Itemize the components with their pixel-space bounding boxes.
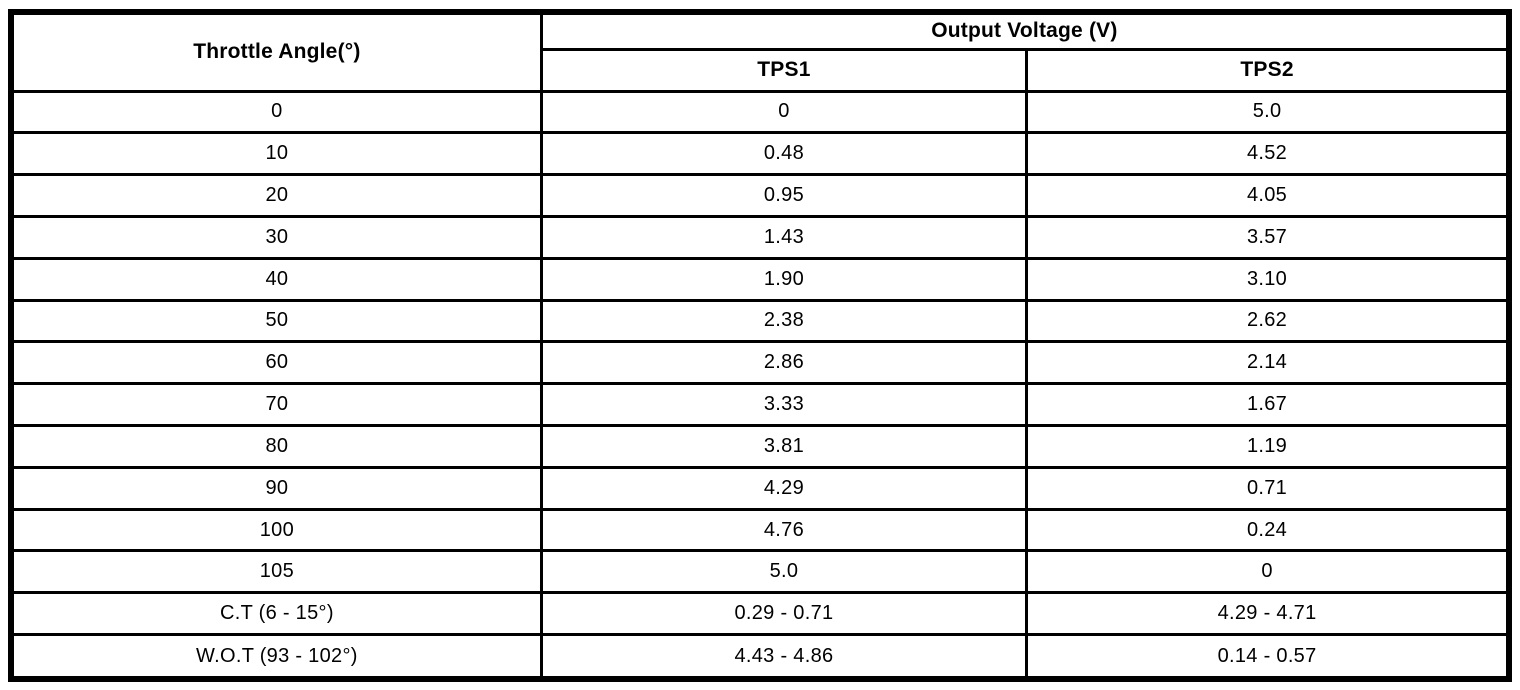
column-group-header-output-voltage: Output Voltage (V) xyxy=(539,10,1511,51)
throttle-angle-cell: 30 xyxy=(9,214,543,260)
table-row: 100 4.76 0.24 xyxy=(9,507,1511,553)
tps1-voltage-cell: 5.0 xyxy=(539,549,1029,595)
table-row: 30 1.43 3.57 xyxy=(9,214,1511,260)
table-row: 90 4.29 0.71 xyxy=(9,465,1511,511)
tps2-voltage-cell: 3.10 xyxy=(1025,256,1511,302)
tps1-voltage-cell: 2.38 xyxy=(539,298,1029,344)
throttle-angle-cell: 90 xyxy=(9,465,543,511)
tps2-voltage-cell: 1.67 xyxy=(1025,382,1511,427)
table-row: W.O.T (93 - 102°) 4.43 - 4.86 0.14 - 0.5… xyxy=(9,633,1511,681)
column-header-tps1: TPS1 xyxy=(539,47,1029,93)
throttle-angle-cell: 50 xyxy=(9,298,543,344)
table-row: 50 2.38 2.62 xyxy=(9,298,1511,344)
table-row: 40 1.90 3.10 xyxy=(9,256,1511,302)
tps2-voltage-cell: 4.29 - 4.71 xyxy=(1025,591,1511,637)
table-subheader-row: TPS1 TPS2 xyxy=(11,47,1511,93)
table-row: 105 5.0 0 xyxy=(9,549,1511,595)
table-row: 10 0.48 4.52 xyxy=(9,131,1511,177)
throttle-angle-cell: 10 xyxy=(9,131,543,177)
throttle-angle-cell: 70 xyxy=(9,382,543,427)
tps1-voltage-cell: 0.48 xyxy=(539,131,1029,177)
tps2-voltage-cell: 2.62 xyxy=(1025,298,1511,344)
tps1-voltage-cell: 2.86 xyxy=(539,340,1029,386)
tps1-voltage-cell: 3.81 xyxy=(539,424,1029,469)
tps1-voltage-cell: 1.90 xyxy=(539,256,1029,302)
throttle-angle-cell: 100 xyxy=(9,507,543,553)
throttle-angle-cell: 105 xyxy=(9,549,543,595)
throttle-angle-cell: 20 xyxy=(9,173,543,218)
tps1-voltage-cell: 4.43 - 4.86 xyxy=(539,633,1029,681)
throttle-angle-cell: W.O.T (93 - 102°) xyxy=(9,633,543,681)
tps1-voltage-cell: 0.29 - 0.71 xyxy=(539,591,1029,637)
table-row: C.T (6 - 15°) 0.29 - 0.71 4.29 - 4.71 xyxy=(9,591,1511,637)
tps2-voltage-cell: 0.71 xyxy=(1025,465,1511,511)
table-row: 0 0 5.0 xyxy=(9,89,1511,135)
tps1-voltage-cell: 3.33 xyxy=(539,382,1029,427)
column-header-throttle-angle: Throttle Angle(°) xyxy=(9,10,543,93)
tps1-voltage-cell: 1.43 xyxy=(539,214,1029,260)
tps2-voltage-cell: 0.24 xyxy=(1025,507,1511,553)
throttle-angle-cell: 0 xyxy=(9,89,543,135)
tps2-voltage-cell: 1.19 xyxy=(1025,424,1511,469)
table-header-row: Throttle Angle(°) Output Voltage (V) xyxy=(9,10,1511,93)
tps1-voltage-cell: 0 xyxy=(539,89,1029,135)
tps2-voltage-cell: 4.52 xyxy=(1025,131,1511,177)
table-row: 80 3.81 1.19 xyxy=(9,424,1511,469)
tps2-voltage-cell: 2.14 xyxy=(1025,340,1511,386)
column-header-tps2: TPS2 xyxy=(1025,47,1511,93)
tps2-voltage-cell: 3.57 xyxy=(1025,214,1511,260)
tps1-voltage-cell: 4.29 xyxy=(539,465,1029,511)
throttle-angle-cell: 60 xyxy=(9,340,543,386)
tps2-voltage-cell: 0 xyxy=(1025,549,1511,595)
tps1-voltage-cell: 4.76 xyxy=(539,507,1029,553)
tps-output-voltage-table: Throttle Angle(°) Output Voltage (V) TPS… xyxy=(8,9,1512,682)
tps2-voltage-cell: 5.0 xyxy=(1025,89,1511,135)
table-row: 60 2.86 2.14 xyxy=(9,340,1511,386)
throttle-angle-cell: C.T (6 - 15°) xyxy=(9,591,543,637)
table-row: 70 3.33 1.67 xyxy=(9,382,1511,427)
tps2-voltage-cell: 4.05 xyxy=(1025,173,1511,218)
throttle-angle-cell: 40 xyxy=(9,256,543,302)
tps1-voltage-cell: 0.95 xyxy=(539,173,1029,218)
throttle-angle-cell: 80 xyxy=(9,424,543,469)
tps2-voltage-cell: 0.14 - 0.57 xyxy=(1025,633,1511,681)
table-row: 20 0.95 4.05 xyxy=(9,173,1511,218)
